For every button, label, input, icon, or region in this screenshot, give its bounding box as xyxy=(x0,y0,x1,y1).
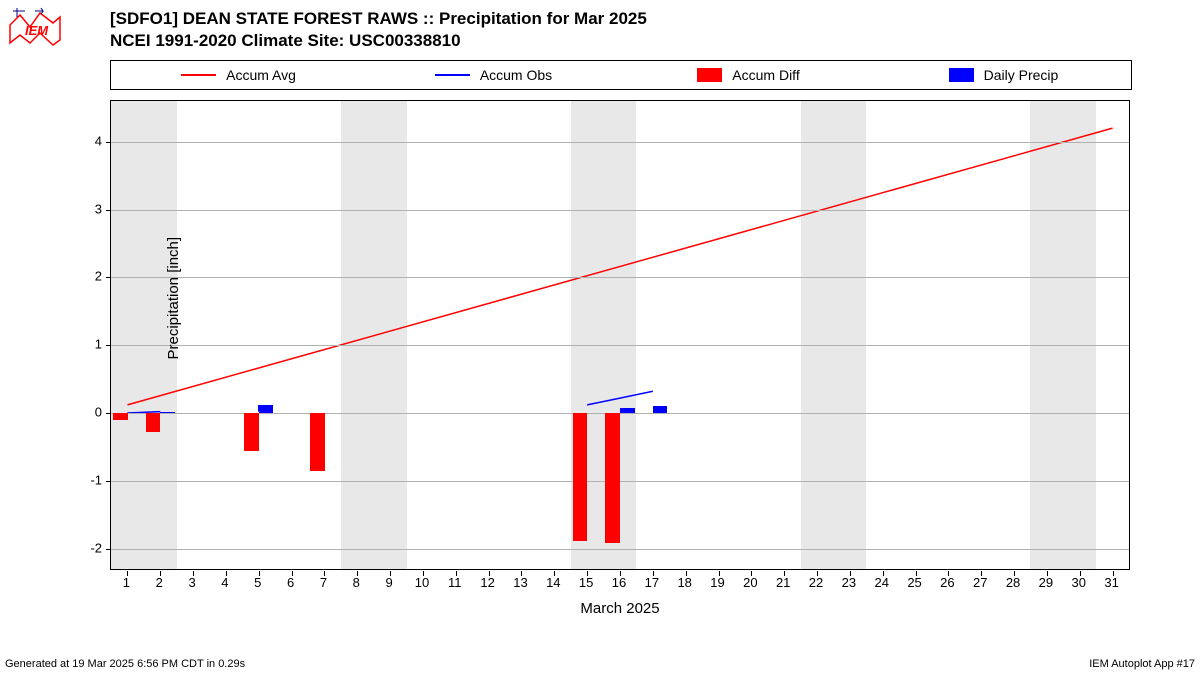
chart-title: [SDFO1] DEAN STATE FOREST RAWS :: Precip… xyxy=(110,8,647,52)
xtick-label: 6 xyxy=(287,575,294,590)
ytick-mark xyxy=(106,413,111,414)
xtick-label: 26 xyxy=(940,575,954,590)
data-line xyxy=(587,391,653,405)
bar xyxy=(244,413,259,451)
xtick-label: 20 xyxy=(743,575,757,590)
xtick-label: 15 xyxy=(579,575,593,590)
xtick-label: 18 xyxy=(677,575,691,590)
xtick-label: 8 xyxy=(353,575,360,590)
xtick-label: 4 xyxy=(221,575,228,590)
title-line-2: NCEI 1991-2020 Climate Site: USC00338810 xyxy=(110,30,647,52)
xtick-label: 27 xyxy=(973,575,987,590)
legend: Accum Avg Accum Obs Accum Diff Daily Precip xyxy=(110,60,1132,90)
chart-container: Accum Avg Accum Obs Accum Diff Daily Precip… xyxy=(110,60,1130,610)
xtick-label: 10 xyxy=(415,575,429,590)
legend-label: Daily Precip xyxy=(984,67,1059,83)
bar xyxy=(605,413,620,543)
ytick-mark xyxy=(106,549,111,550)
xtick-label: 17 xyxy=(645,575,659,590)
legend-item: Accum Obs xyxy=(366,67,621,83)
bar xyxy=(573,413,588,541)
xtick-label: 30 xyxy=(1072,575,1086,590)
xtick-label: 11 xyxy=(448,575,462,590)
bar xyxy=(160,412,175,413)
gridline xyxy=(111,277,1129,278)
legend-label: Accum Obs xyxy=(480,67,552,83)
xtick-label: 14 xyxy=(546,575,560,590)
ytick-label: -2 xyxy=(90,540,102,555)
legend-item: Daily Precip xyxy=(876,67,1131,83)
xtick-label: 16 xyxy=(612,575,626,590)
xtick-label: 24 xyxy=(874,575,888,590)
legend-item: Accum Diff xyxy=(621,67,876,83)
bar xyxy=(259,405,274,413)
xtick-label: 19 xyxy=(710,575,724,590)
ytick-label: 2 xyxy=(95,269,102,284)
xtick-label: 12 xyxy=(480,575,494,590)
ytick-label: 4 xyxy=(95,133,102,148)
xtick-label: 31 xyxy=(1104,575,1118,590)
footer-generated: Generated at 19 Mar 2025 6:56 PM CDT in … xyxy=(5,658,245,670)
xtick-label: 22 xyxy=(809,575,823,590)
xtick-label: 3 xyxy=(188,575,195,590)
x-axis-label: March 2025 xyxy=(580,600,659,617)
ytick-mark xyxy=(106,210,111,211)
legend-label: Accum Avg xyxy=(226,67,296,83)
legend-item: Accum Avg xyxy=(111,67,366,83)
iem-logo: IEM xyxy=(5,5,65,50)
xtick-label: 2 xyxy=(156,575,163,590)
ytick-mark xyxy=(106,481,111,482)
xtick-label: 9 xyxy=(386,575,393,590)
ytick-mark xyxy=(106,277,111,278)
legend-swatch xyxy=(697,68,722,82)
gridline xyxy=(111,210,1129,211)
gridline xyxy=(111,142,1129,143)
xtick-label: 13 xyxy=(513,575,527,590)
legend-swatch xyxy=(949,68,974,82)
ytick-label: 1 xyxy=(95,337,102,352)
xtick-label: 5 xyxy=(254,575,261,590)
bar xyxy=(113,413,128,420)
bar xyxy=(310,413,325,471)
footer-app: IEM Autoplot App #17 xyxy=(1089,658,1195,670)
legend-swatch xyxy=(181,74,216,76)
plot-area xyxy=(110,100,1130,570)
xtick-label: 21 xyxy=(776,575,790,590)
data-line xyxy=(127,128,1112,405)
xtick-label: 28 xyxy=(1006,575,1020,590)
title-line-1: [SDFO1] DEAN STATE FOREST RAWS :: Precip… xyxy=(110,8,647,30)
legend-swatch xyxy=(435,74,470,76)
xtick-label: 23 xyxy=(842,575,856,590)
ytick-label: -1 xyxy=(90,472,102,487)
bar xyxy=(620,408,635,413)
xtick-label: 25 xyxy=(907,575,921,590)
ytick-mark xyxy=(106,142,111,143)
ytick-label: 3 xyxy=(95,201,102,216)
ytick-label: 0 xyxy=(95,405,102,420)
xtick-label: 1 xyxy=(123,575,130,590)
legend-label: Accum Diff xyxy=(732,67,799,83)
gridline xyxy=(111,549,1129,550)
svg-text:IEM: IEM xyxy=(25,23,49,38)
gridline xyxy=(111,345,1129,346)
y-axis-label: Precipitation [inch] xyxy=(165,237,182,360)
xtick-label: 7 xyxy=(320,575,327,590)
xtick-label: 29 xyxy=(1039,575,1053,590)
bar xyxy=(653,406,668,413)
ytick-mark xyxy=(106,345,111,346)
bar xyxy=(146,413,161,432)
